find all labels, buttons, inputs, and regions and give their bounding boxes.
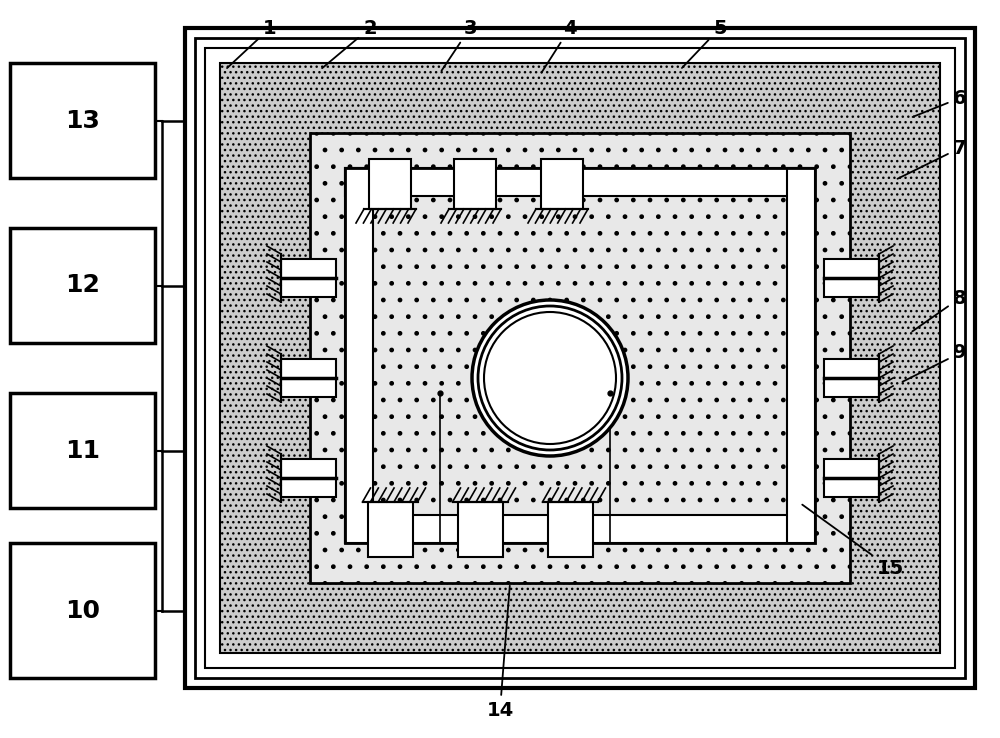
Text: 6: 6 xyxy=(913,89,967,117)
Text: 7: 7 xyxy=(897,139,967,179)
Circle shape xyxy=(478,306,622,450)
Text: 11: 11 xyxy=(65,438,100,463)
Bar xyxy=(824,459,879,497)
Text: 1: 1 xyxy=(227,18,277,68)
Bar xyxy=(345,168,815,543)
Text: 15: 15 xyxy=(802,505,904,578)
Circle shape xyxy=(484,312,616,444)
Text: 9: 9 xyxy=(902,343,967,382)
Circle shape xyxy=(472,300,628,456)
Bar xyxy=(205,48,955,668)
Bar xyxy=(281,459,336,497)
Text: 12: 12 xyxy=(65,274,100,297)
Text: 4: 4 xyxy=(541,18,577,72)
Bar xyxy=(10,543,155,678)
Bar xyxy=(10,393,155,508)
Bar xyxy=(454,159,496,209)
Bar xyxy=(345,168,815,196)
Bar xyxy=(281,359,336,397)
Bar xyxy=(345,168,373,543)
Bar xyxy=(458,502,503,557)
Text: 2: 2 xyxy=(322,18,377,68)
Bar xyxy=(369,159,411,209)
Bar xyxy=(185,28,975,688)
Text: 8: 8 xyxy=(912,289,967,331)
Bar xyxy=(548,502,592,557)
Bar xyxy=(368,502,413,557)
Text: 14: 14 xyxy=(486,586,514,720)
Text: 5: 5 xyxy=(682,18,727,68)
Text: 13: 13 xyxy=(65,108,100,133)
Bar xyxy=(824,259,879,297)
Bar xyxy=(10,63,155,178)
Bar xyxy=(195,38,965,678)
Bar xyxy=(310,133,850,583)
Bar xyxy=(787,168,815,543)
Text: 10: 10 xyxy=(65,599,100,622)
Bar xyxy=(281,259,336,297)
Bar xyxy=(220,63,940,653)
Bar xyxy=(541,159,583,209)
Text: 3: 3 xyxy=(442,18,477,71)
Bar xyxy=(824,359,879,397)
Bar xyxy=(10,228,155,343)
Bar xyxy=(345,515,815,543)
